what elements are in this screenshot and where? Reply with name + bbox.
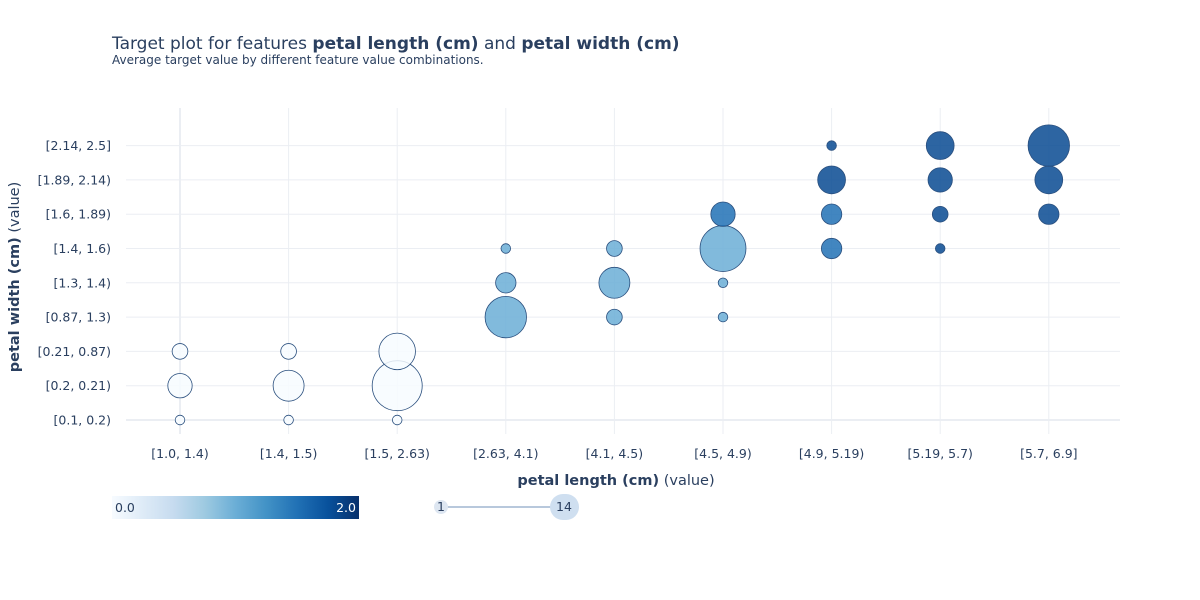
x-tick-label: [5.7, 6.9] <box>1020 446 1077 461</box>
y-tick-label: [1.3, 1.4) <box>54 275 111 290</box>
y-tick-label: [1.89, 2.14) <box>38 172 111 187</box>
color-bar: 0.0 2.0 <box>112 496 359 519</box>
size-legend-max-marker <box>550 494 579 520</box>
chart-title-feature2: petal width (cm) <box>521 34 680 54</box>
y-axis-title-suffix: (value) <box>7 182 23 238</box>
data-point <box>931 205 949 223</box>
size-legend-min-label: 1 <box>437 499 445 514</box>
x-tick-label: [4.5, 4.9) <box>694 446 751 461</box>
data-point <box>606 240 623 257</box>
chart-title-joiner: and <box>478 34 522 54</box>
y-tick-label: [0.1, 0.2) <box>54 413 111 428</box>
data-point <box>817 165 846 195</box>
data-points <box>167 124 1070 426</box>
data-point <box>171 343 189 360</box>
y-tick-label: [0.21, 0.87) <box>38 344 111 359</box>
data-point <box>710 201 736 227</box>
data-point <box>1034 165 1064 195</box>
y-axis-title: petal width (cm) (value) <box>7 182 23 373</box>
data-point <box>598 266 631 299</box>
data-point <box>1027 124 1070 167</box>
y-axis-ticks: [0.1, 0.2) [0.2, 0.21) [0.21, 0.87) [0.87, … <box>38 138 111 427</box>
data-point <box>500 243 512 254</box>
chart-title-prefix: Target plot for features <box>112 34 313 54</box>
data-point <box>717 311 729 323</box>
chart-subtitle: Average target value by different featur… <box>112 53 484 67</box>
data-point <box>167 373 193 399</box>
color-bar-min-label: 0.0 <box>115 500 135 515</box>
data-point <box>283 414 294 426</box>
y-tick-label: [1.6, 1.89) <box>46 207 111 222</box>
color-bar-max-label: 2.0 <box>336 500 356 515</box>
x-tick-label: [1.5, 2.63) <box>364 446 429 461</box>
data-point <box>174 414 186 426</box>
x-axis-ticks: [1.0, 1.4) [1.4, 1.5) [1.5, 2.63) [2.63, 4.… <box>151 446 1077 461</box>
chart-title-feature1: petal length (cm) <box>312 34 479 54</box>
data-point <box>927 167 953 193</box>
data-point <box>392 414 403 426</box>
y-tick-label: [0.87, 1.3) <box>46 310 111 325</box>
y-tick-label: [1.4, 1.6) <box>54 241 111 256</box>
data-point <box>925 131 955 160</box>
data-point <box>821 203 843 225</box>
data-point <box>484 295 527 339</box>
x-tick-label: [1.0, 1.4) <box>151 446 208 461</box>
x-tick-label: [4.1, 4.5) <box>586 446 643 461</box>
data-point <box>272 369 305 402</box>
data-point <box>826 140 837 151</box>
x-tick-label: [4.9, 5.19) <box>799 446 864 461</box>
x-axis-title-suffix: (value) <box>659 473 715 489</box>
data-point <box>606 308 623 326</box>
x-axis-title-bold: petal length (cm) <box>517 473 659 489</box>
y-tick-label: [2.14, 2.5] <box>46 138 111 153</box>
data-point <box>1038 203 1060 225</box>
color-bar-gradient <box>112 496 359 519</box>
data-point <box>821 237 843 260</box>
data-point <box>935 243 946 254</box>
data-point <box>378 332 416 371</box>
x-tick-label: [5.19, 5.7) <box>907 446 972 461</box>
data-point <box>717 277 729 289</box>
data-point <box>699 225 747 272</box>
data-point <box>280 343 297 360</box>
y-axis-title-bold: petal width (cm) <box>7 237 23 372</box>
x-axis-title: petal length (cm) (value) <box>517 473 714 489</box>
data-point <box>495 272 517 294</box>
y-tick-label: [0.2, 0.21) <box>46 378 111 393</box>
x-tick-label: [2.63, 4.1) <box>473 446 538 461</box>
size-legend: 1 14 <box>434 494 579 520</box>
chart-title: Target plot for features petal length (c… <box>112 34 680 54</box>
x-tick-label: [1.4, 1.5) <box>260 446 317 461</box>
size-legend-max-label: 14 <box>556 499 572 514</box>
size-legend-min-marker <box>434 500 448 514</box>
